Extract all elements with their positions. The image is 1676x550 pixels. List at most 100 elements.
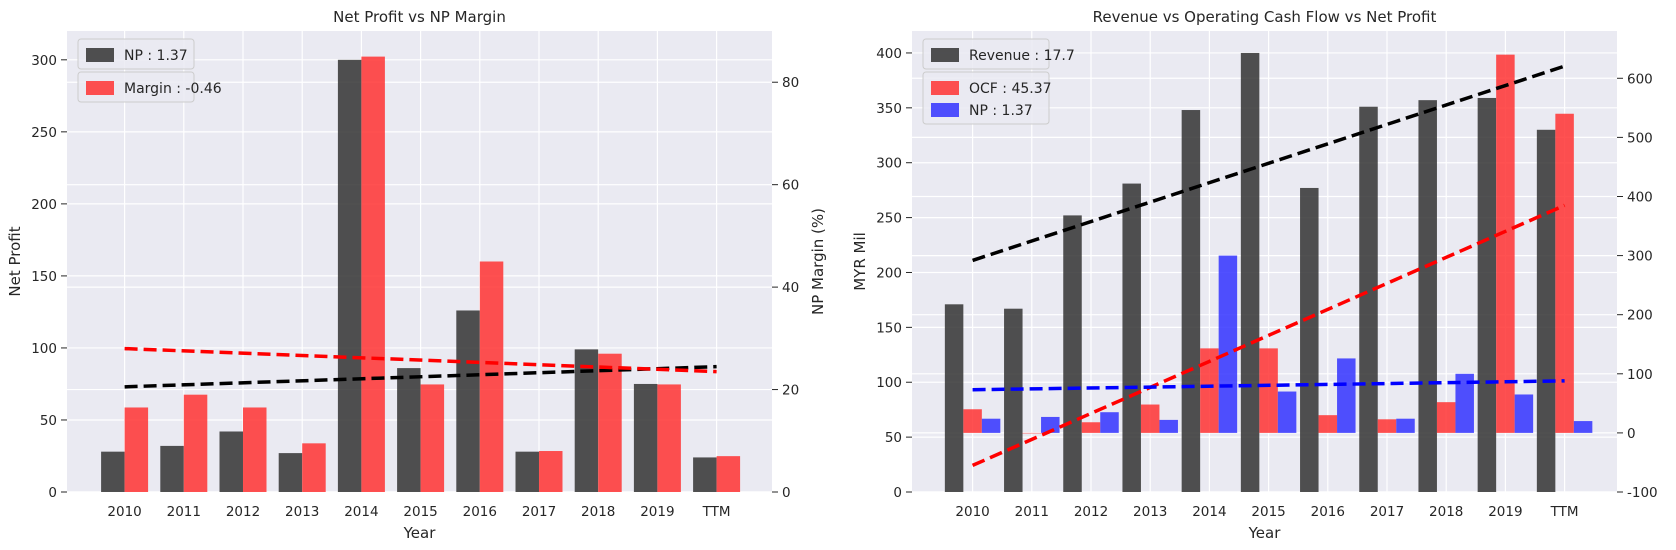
bar-2-2011 bbox=[1022, 432, 1042, 434]
trend-line-2 bbox=[124, 346, 717, 374]
y2-tick-label: 100 bbox=[1627, 367, 1653, 383]
bar-2-2016 bbox=[1318, 415, 1338, 433]
x-tick-label: 2010 bbox=[107, 504, 141, 520]
y2-tick-label: 20 bbox=[782, 383, 799, 399]
x-tick-label: 2011 bbox=[167, 504, 201, 520]
bar-2-2017 bbox=[539, 451, 563, 492]
bar-2-2018 bbox=[598, 353, 622, 492]
x-tick-label: TTM bbox=[1550, 504, 1579, 520]
y2-tick-label: 0 bbox=[1627, 426, 1636, 442]
x-tick-label: 2010 bbox=[955, 504, 989, 520]
legend-entry: NP : 1.37 bbox=[969, 103, 1033, 119]
bar-2-2017 bbox=[1377, 419, 1397, 433]
y2-tick-label: 600 bbox=[1627, 71, 1653, 87]
bar-1-2013 bbox=[278, 453, 303, 492]
x-axis-label: Year bbox=[1248, 524, 1282, 542]
bar-1-2011 bbox=[1004, 308, 1023, 492]
bar-2-2015 bbox=[1259, 348, 1278, 433]
trend-line-2 bbox=[971, 203, 1566, 468]
bar-1-TTM bbox=[693, 457, 717, 492]
bar-3-2014 bbox=[1218, 255, 1238, 433]
x-tick-label: 2015 bbox=[1251, 504, 1285, 520]
x-tick-label: 2014 bbox=[344, 504, 378, 520]
y-tick-label: 0 bbox=[893, 485, 902, 501]
y-tick-label: 250 bbox=[31, 125, 57, 141]
y2-tick-label: 0 bbox=[782, 485, 791, 501]
bar-3-2011 bbox=[1041, 416, 1060, 433]
bar-2-2013 bbox=[302, 443, 326, 492]
legend-swatch bbox=[931, 48, 959, 62]
y2-tick-label: 80 bbox=[782, 75, 799, 91]
bar-3-2012 bbox=[1100, 412, 1119, 433]
y-tick-label: 200 bbox=[876, 265, 902, 281]
bar-1-2010 bbox=[944, 304, 964, 492]
x-tick-label: 2019 bbox=[1488, 504, 1522, 520]
y2-tick-label: 200 bbox=[1627, 308, 1653, 324]
bar-1-2012 bbox=[1063, 215, 1082, 492]
x-tick-label: 2019 bbox=[640, 504, 674, 520]
bar-1-2012 bbox=[219, 431, 243, 492]
legend-swatch bbox=[931, 81, 959, 95]
bar-2-2013 bbox=[1140, 404, 1160, 433]
y2-tick-label: 400 bbox=[1627, 189, 1653, 205]
y-tick-label: 150 bbox=[31, 269, 57, 285]
bar-3-2013 bbox=[1159, 419, 1178, 433]
y2-tick-label: -100 bbox=[1627, 485, 1658, 501]
bar-1-2017 bbox=[1359, 106, 1378, 492]
y2-tick-label: 60 bbox=[782, 178, 799, 194]
y-tick-label: 150 bbox=[876, 320, 902, 336]
trend-line-3 bbox=[972, 379, 1565, 392]
bar-1-2011 bbox=[160, 445, 184, 492]
y-tick-label: 50 bbox=[885, 430, 902, 446]
x-tick-label: 2016 bbox=[463, 504, 497, 520]
x-tick-label: 2011 bbox=[1015, 504, 1049, 520]
bar-2-2012 bbox=[1081, 422, 1101, 433]
x-tick-label: 2017 bbox=[522, 504, 556, 520]
y-axis-label: MYR Mil bbox=[851, 232, 869, 291]
bar-2-2015 bbox=[420, 384, 445, 492]
bar-3-TTM bbox=[1573, 421, 1593, 433]
y2-axis-label: NP Margin (%) bbox=[809, 208, 827, 315]
bar-1-2015 bbox=[397, 368, 421, 492]
bar-3-2018 bbox=[1455, 373, 1474, 433]
bar-3-2010 bbox=[981, 418, 1001, 433]
x-tick-label: 2018 bbox=[1429, 504, 1463, 520]
y2-tick-label: 500 bbox=[1627, 130, 1653, 146]
x-tick-label: 2013 bbox=[1133, 504, 1167, 520]
y-tick-label: 350 bbox=[876, 101, 902, 117]
y-tick-label: 300 bbox=[876, 156, 902, 172]
y-tick-label: 50 bbox=[40, 413, 57, 429]
bar-2-2010 bbox=[963, 409, 982, 433]
bar-2-2011 bbox=[183, 394, 208, 492]
y-tick-label: 400 bbox=[876, 46, 902, 62]
y-tick-label: 0 bbox=[48, 485, 57, 501]
trend-line-1 bbox=[124, 364, 717, 389]
legend-entry: Margin : -0.46 bbox=[124, 81, 222, 97]
x-tick-label: 2015 bbox=[403, 504, 437, 520]
bar-2-2010 bbox=[124, 407, 149, 492]
chart-1: 0 50 100 150 200 250 300 0 20 40 60 80 2010 2011 2012 2… bbox=[6, 8, 827, 542]
bar-3-2016 bbox=[1337, 358, 1356, 433]
chart-title: Net Profit vs NP Margin bbox=[333, 8, 506, 26]
bar-3-2017 bbox=[1396, 418, 1415, 433]
bar-2-2014 bbox=[1200, 348, 1219, 433]
legend-swatch bbox=[86, 81, 114, 95]
bar-2-2019 bbox=[657, 384, 681, 492]
y-tick-label: 200 bbox=[31, 197, 57, 213]
bar-2-2018 bbox=[1436, 402, 1456, 433]
y-tick-label: 250 bbox=[876, 211, 902, 227]
x-tick-label: 2012 bbox=[226, 504, 260, 520]
bar-1-2017 bbox=[515, 451, 539, 492]
bar-1-2014 bbox=[337, 59, 362, 492]
bar-1-2016 bbox=[1300, 187, 1319, 492]
bar-2-2016 bbox=[479, 261, 504, 492]
x-tick-label: 2012 bbox=[1074, 504, 1108, 520]
legend-entry: Revenue : 17.7 bbox=[969, 48, 1075, 64]
bar-2-2014 bbox=[361, 56, 385, 492]
x-axis-label: Year bbox=[403, 524, 437, 542]
bar-1-2015 bbox=[1240, 52, 1260, 492]
y-tick-label: 100 bbox=[876, 375, 902, 391]
bar-3-2015 bbox=[1277, 391, 1297, 433]
bar-2-TTM bbox=[1555, 113, 1574, 433]
bar-1-2018 bbox=[574, 349, 599, 492]
